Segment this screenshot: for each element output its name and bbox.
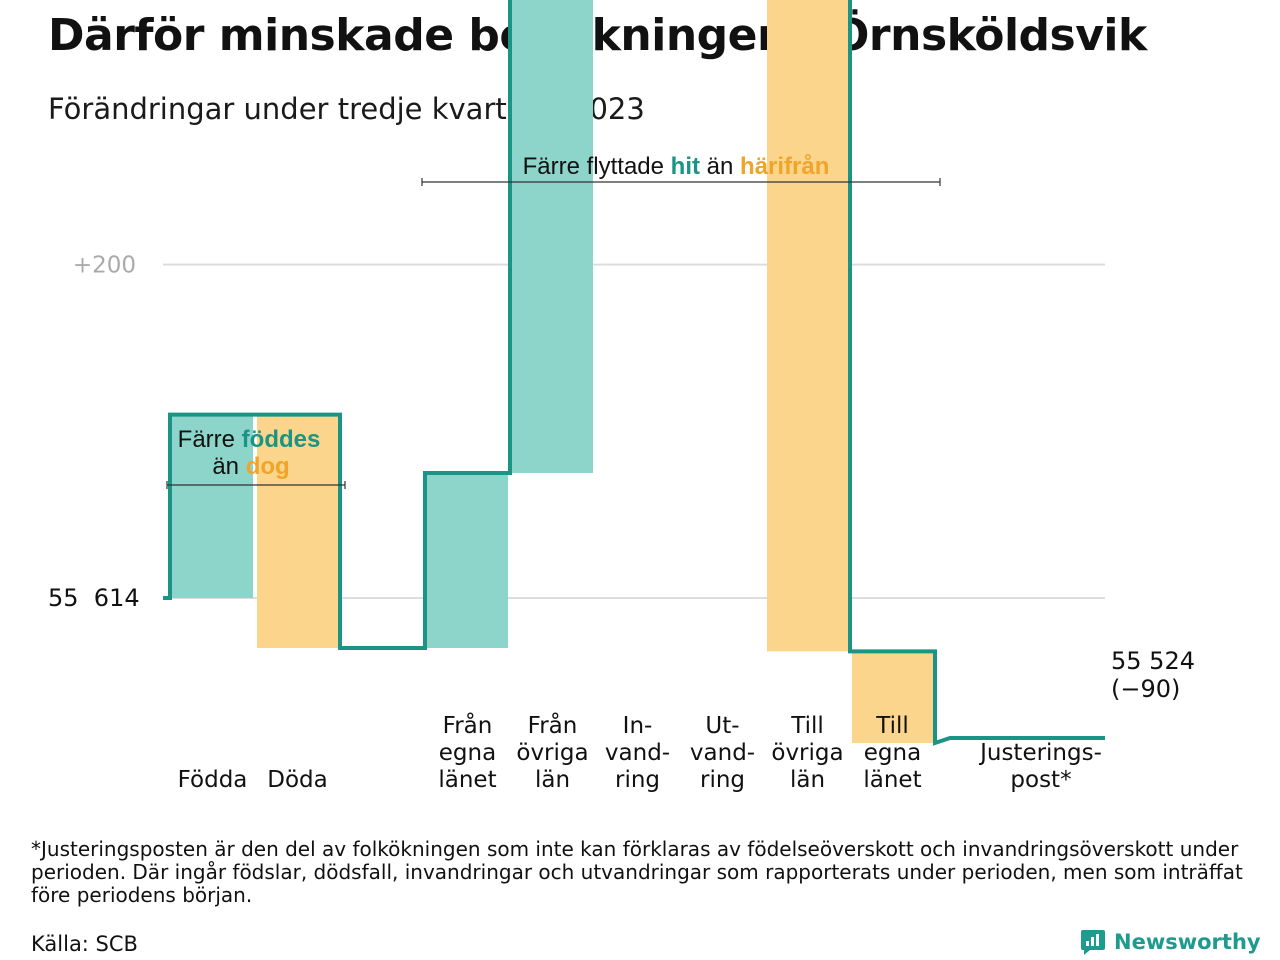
category-label: Från <box>528 711 578 739</box>
source-credit: Källa: SCB <box>31 932 138 956</box>
footnote: *Justeringsposten är den del av folkökni… <box>31 837 1243 907</box>
annotation-teal-word: hit <box>671 153 700 180</box>
category-label: Ut- <box>705 713 739 739</box>
category-label: vand- <box>690 740 755 766</box>
category-label: vand- <box>605 740 670 766</box>
newsworthy-logo-icon <box>1081 930 1105 955</box>
annotation-text: Färre <box>178 426 242 453</box>
category-label: län <box>790 767 825 793</box>
annotation-orange-word: härifrån <box>740 153 829 180</box>
annotation-text: än <box>212 453 245 480</box>
category-label: ring <box>615 767 660 793</box>
waterfall-bar <box>172 414 253 598</box>
waterfall-chart: +200+400 FöddaDödaFrånegnalänetFrånövrig… <box>48 0 1195 793</box>
migration-annotation: Färre flyttade hit än härifrån <box>523 153 830 180</box>
category-label: Till <box>875 713 909 739</box>
category-label: övriga <box>516 740 588 766</box>
category-label: Från <box>443 711 493 739</box>
birth-annotation-line1: Färre föddes <box>178 426 321 453</box>
brand-logo: Newsworthy <box>1080 928 1261 956</box>
chart-title: Därför minskade befolkningen i Örnskölds… <box>48 10 1147 61</box>
y-tick-label: +200 <box>73 253 136 279</box>
annotation-text: Färre flyttade <box>523 153 671 180</box>
end-value-label: 55 524 <box>1111 647 1195 675</box>
waterfall-bar <box>257 414 338 649</box>
waterfall-bar <box>767 0 848 652</box>
category-label: post* <box>1010 767 1071 793</box>
end-change-label: (−90) <box>1111 675 1180 703</box>
waterfall-bar <box>427 472 508 649</box>
category-label: länet <box>863 767 921 793</box>
brand-name: Newsworthy <box>1114 930 1261 954</box>
waterfall-bar <box>512 0 593 473</box>
annotation-orange-word: dog <box>246 453 290 480</box>
annotation-text: än <box>700 153 740 180</box>
category-label: In- <box>623 713 653 739</box>
birth-annotation-line2: än dog <box>212 453 289 480</box>
category-label: Till <box>790 713 824 739</box>
waterfall-bar <box>852 651 933 744</box>
category-label: Födda <box>178 767 248 793</box>
annotation-teal-word: föddes <box>242 426 321 453</box>
category-label: länet <box>438 767 496 793</box>
category-label: Justerings- <box>978 740 1102 766</box>
cumulative-step-line <box>163 0 1105 746</box>
category-label: ring <box>700 767 745 793</box>
category-label: egna <box>864 740 921 766</box>
start-value-label: 55 614 <box>48 584 140 612</box>
category-label: Döda <box>267 767 327 793</box>
category-label: övriga <box>771 740 843 766</box>
category-label: egna <box>439 740 496 766</box>
category-label: län <box>535 767 570 793</box>
